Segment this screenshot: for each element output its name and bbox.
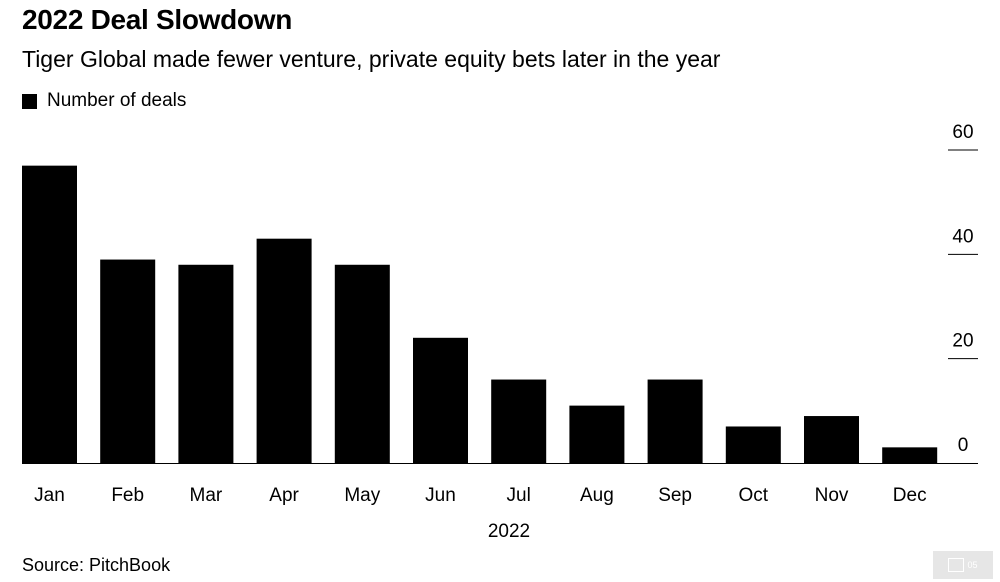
- legend-label: Number of deals: [47, 90, 187, 111]
- source-note: Source: PitchBook: [22, 555, 171, 575]
- x-tick-label: Feb: [111, 485, 144, 506]
- x-tick-label: Jul: [507, 485, 531, 506]
- y-tick-label: 20: [952, 331, 973, 352]
- y-tick-label: 0: [958, 435, 969, 456]
- logo-icon: [948, 558, 965, 572]
- x-axis-label: 2022: [488, 521, 530, 542]
- bar-aug: [569, 405, 625, 463]
- bar-may: [334, 264, 390, 463]
- chart-title: 2022 Deal Slowdown: [22, 4, 293, 35]
- legend-swatch: [22, 93, 37, 109]
- bar-jun: [413, 337, 468, 463]
- x-tick-label: Sep: [658, 485, 692, 506]
- y-tick-label: 60: [952, 122, 973, 143]
- y-axis: 0 20 40 60: [948, 122, 978, 456]
- x-tick-label: Aug: [580, 485, 614, 506]
- bar-feb: [100, 259, 156, 463]
- chart-subtitle: Tiger Global made fewer venture, private…: [22, 46, 721, 72]
- x-tick-label: May: [344, 485, 380, 506]
- bar-oct: [725, 426, 781, 463]
- brand-logo: 05: [933, 551, 993, 579]
- bar-dec: [882, 447, 938, 463]
- x-tick-label: Mar: [190, 485, 223, 506]
- bar-apr: [256, 238, 312, 463]
- bar-jan: [22, 165, 77, 463]
- bar-nov: [804, 416, 859, 463]
- x-tick-label: Jun: [425, 485, 456, 506]
- bar-sep: [647, 379, 703, 463]
- x-tick-label: Jan: [34, 485, 65, 506]
- x-tick-label: Nov: [815, 485, 849, 506]
- bars-group: [22, 165, 938, 463]
- x-tick-label: Dec: [893, 485, 927, 506]
- y-tick-label: 40: [952, 226, 973, 247]
- x-tick-label: Oct: [739, 485, 769, 506]
- logo-text: 05: [967, 560, 978, 570]
- bar-jul: [491, 379, 547, 463]
- x-axis: Jan Feb Mar Apr May Jun Jul Aug Sep Oct Nov Dec: [34, 485, 926, 506]
- legend: Number of deals: [22, 90, 186, 112]
- x-tick-label: Apr: [269, 485, 299, 506]
- bar-mar: [178, 264, 234, 463]
